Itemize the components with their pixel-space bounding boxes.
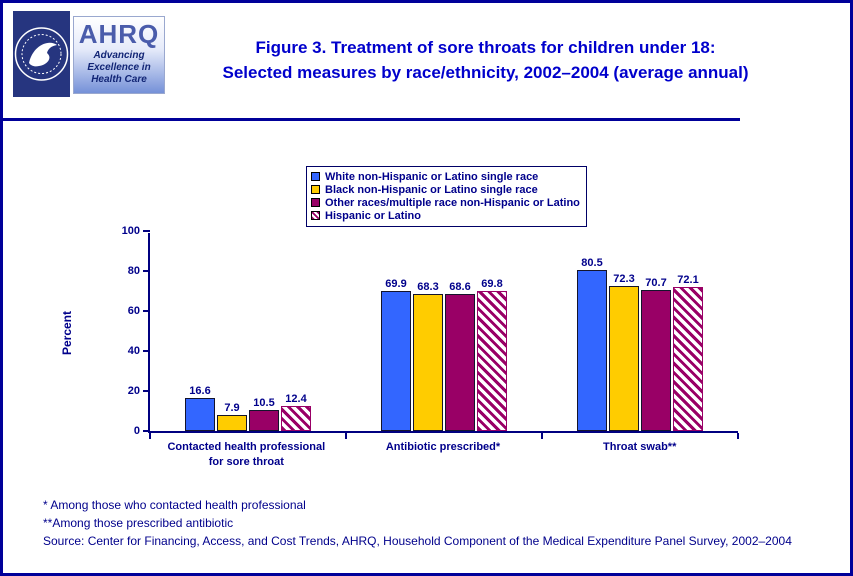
y-tick-label: 20 <box>127 385 140 397</box>
y-tick-mark <box>143 350 150 352</box>
legend-item: Black non-Hispanic or Latino single race <box>311 183 580 196</box>
bar <box>249 410 279 431</box>
bar-wrap: 68.6 <box>445 233 475 431</box>
bar <box>445 293 475 431</box>
y-tick-mark <box>143 270 150 272</box>
ahrq-logo: AHRQ Advancing Excellence in Health Care <box>73 16 165 94</box>
legend-label: Black non-Hispanic or Latino single race <box>325 183 538 196</box>
hhs-eagle-icon <box>13 11 70 97</box>
bar-groups: 16.6 7.9 10.5 12.4 69.9 68.3 68.6 69.8 80.5 72.3 7… <box>150 233 738 431</box>
legend-label: Other races/multiple race non-Hispanic o… <box>325 196 580 209</box>
legend-swatch-icon <box>311 172 320 181</box>
bar-value-label: 70.7 <box>645 276 667 289</box>
legend-swatch-icon <box>311 211 320 220</box>
figure-title: Figure 3. Treatment of sore throats for … <box>171 35 800 85</box>
ahrq-logo-wordmark: AHRQ <box>78 19 160 49</box>
ahrq-tagline-line2: Excellence in <box>87 61 151 73</box>
legend: White non-Hispanic or Latino single race… <box>306 166 587 227</box>
bar-wrap: 7.9 <box>217 233 247 431</box>
bar-value-label: 68.6 <box>449 280 471 293</box>
legend-swatch-icon <box>311 185 320 194</box>
bar <box>577 270 607 431</box>
bar-value-label: 10.5 <box>253 397 275 409</box>
bar <box>413 294 443 431</box>
footnote-source: Source: Center for Financing, Access, an… <box>43 534 792 548</box>
y-tick-label: 0 <box>133 425 140 437</box>
legend-label: Hispanic or Latino <box>325 209 421 222</box>
x-tick-mark <box>540 433 543 439</box>
bar-wrap: 72.1 <box>673 233 703 431</box>
bar-value-label: 7.9 <box>224 402 240 415</box>
bar <box>217 415 247 431</box>
bar <box>381 291 411 431</box>
bar-wrap: 80.5 <box>577 233 607 431</box>
legend-label: White non-Hispanic or Latino single race <box>325 170 539 183</box>
y-tick-label: 80 <box>127 265 140 277</box>
hhs-seal-logo <box>13 11 70 97</box>
bar <box>477 291 507 431</box>
bar-value-label: 12.4 <box>285 393 307 406</box>
bar-wrap: 68.3 <box>413 233 443 431</box>
bar-wrap: 72.3 <box>609 233 639 431</box>
x-tick-mark <box>149 433 151 439</box>
plot-area: 0 20 40 60 80 100 16.6 7.9 10.5 12.4 69.9 68.3 68.6… <box>122 225 739 439</box>
bar-group: 69.9 68.3 68.6 69.8 <box>346 233 542 431</box>
category-label: Antibiotic prescribed* <box>385 441 501 453</box>
bar-wrap: 69.9 <box>381 233 411 431</box>
bar-value-label: 16.6 <box>189 384 211 397</box>
category-label: Contacted health professional for sore t… <box>167 441 326 468</box>
header-divider <box>3 118 740 121</box>
x-tick-mark <box>737 433 739 439</box>
bar-value-label: 80.5 <box>581 257 603 269</box>
y-tick-label: 40 <box>127 345 140 357</box>
bar-value-label: 69.9 <box>385 278 407 291</box>
legend-item: Hispanic or Latino <box>311 209 580 222</box>
bar <box>673 286 703 431</box>
bar-value-label: 72.3 <box>613 273 635 286</box>
y-axis-label: Percent <box>60 310 74 356</box>
bar-value-label: 69.8 <box>481 278 503 291</box>
y-tick-mark <box>143 310 150 312</box>
bar-value-label: 72.1 <box>677 273 699 286</box>
bar-group: 80.5 72.3 70.7 72.1 <box>542 233 738 431</box>
ahrq-logo-tagline: Advancing Excellence in Health Care <box>74 50 164 85</box>
ahrq-tagline-line1: Advancing <box>93 50 145 61</box>
x-tick-mark <box>344 433 347 439</box>
bar <box>281 406 311 431</box>
footnote-contacted: * Among those who contacted health profe… <box>43 498 306 512</box>
ahrq-tagline-line3: Health Care <box>91 73 147 85</box>
bar-wrap: 10.5 <box>249 233 279 431</box>
bar-value-label: 68.3 <box>417 281 439 294</box>
bar <box>641 289 671 431</box>
bar-wrap: 12.4 <box>281 233 311 431</box>
bar-wrap: 70.7 <box>641 233 671 431</box>
legend-item: White non-Hispanic or Latino single race <box>311 170 580 183</box>
bar-wrap: 16.6 <box>185 233 215 431</box>
y-tick-label: 60 <box>127 305 140 317</box>
figure-title-line1: Figure 3. Treatment of sore throats for … <box>255 38 716 57</box>
legend-item: Other races/multiple race non-Hispanic o… <box>311 196 580 209</box>
y-tick-mark <box>143 230 150 232</box>
bar <box>609 286 639 431</box>
category-label: Throat swab** <box>603 441 677 453</box>
bar <box>185 397 215 431</box>
figure-title-line2: Selected measures by race/ethnicity, 200… <box>222 63 749 82</box>
bar-group: 16.6 7.9 10.5 12.4 <box>150 233 346 431</box>
y-tick-mark <box>143 430 150 432</box>
y-tick-mark <box>143 390 150 392</box>
footnotes: * Among those who contacted health profe… <box>43 496 815 550</box>
category-labels: Contacted health professional for sore t… <box>148 440 738 470</box>
bar-wrap: 69.8 <box>477 233 507 431</box>
y-tick-label: 100 <box>121 225 140 237</box>
legend-swatch-icon <box>311 198 320 207</box>
footnote-prescribed: **Among those prescribed antibiotic <box>43 516 234 530</box>
